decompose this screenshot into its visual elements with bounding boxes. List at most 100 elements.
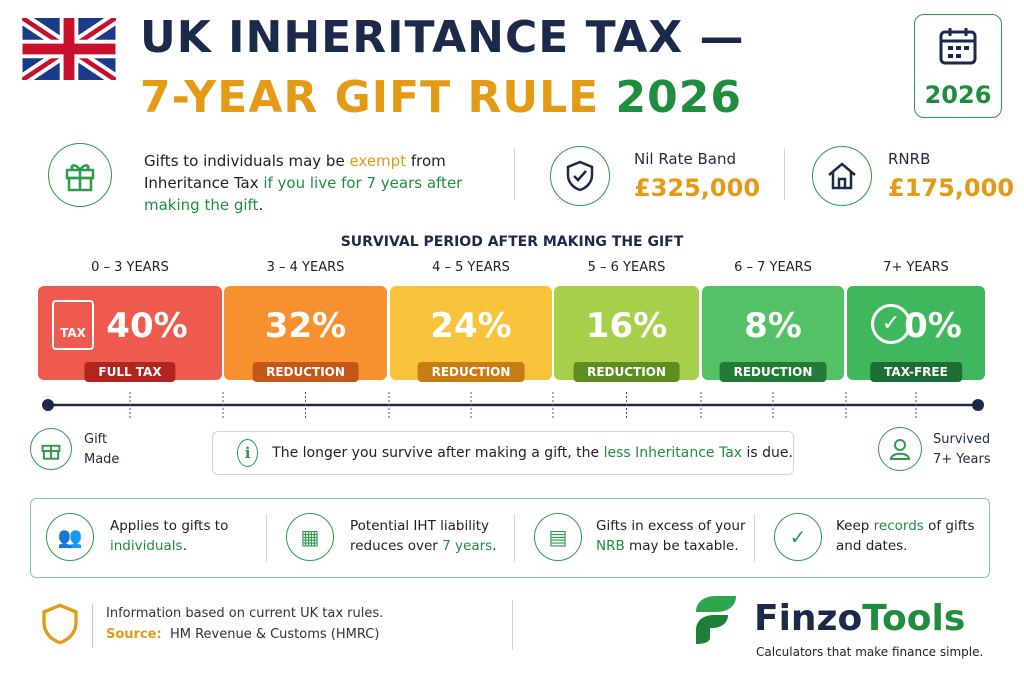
calendar-icon xyxy=(939,28,977,65)
rate: 0% xyxy=(904,306,962,346)
brand-name: FinzoTools xyxy=(754,598,965,639)
text: of gifts and dates. xyxy=(836,518,975,554)
separator xyxy=(512,600,513,650)
rate: 24% xyxy=(430,306,512,346)
title-line2: 7-YEAR GIFT RULE 2026 xyxy=(140,72,742,123)
fact-text: Potential IHT liability reduces over 7 y… xyxy=(350,516,500,556)
fact-text: Applies to gifts to individuals. xyxy=(110,516,260,556)
footer-info: Information based on current UK tax rule… xyxy=(106,606,384,621)
house-icon xyxy=(812,146,872,206)
tag: TAX-FREE xyxy=(870,362,962,382)
period-label: 5 – 6 YEARS xyxy=(587,260,666,275)
brand-logo xyxy=(696,596,736,644)
text: Gifts to individuals may be xyxy=(144,152,350,170)
highlight: 7 years xyxy=(442,538,493,554)
tag: REDUCTION xyxy=(573,362,680,382)
year-badge: 2026 xyxy=(914,14,1002,118)
period-label: 4 – 5 YEARS xyxy=(432,260,510,275)
tag: FULL TAX xyxy=(84,362,176,382)
info-icon: i xyxy=(237,439,259,467)
separator xyxy=(92,604,93,648)
period-label: 0 – 3 YEARS xyxy=(91,260,169,275)
text: 7+ Years xyxy=(933,452,991,467)
nrb-value: £325,000 xyxy=(634,174,761,202)
note: i The longer you survive after making a … xyxy=(212,431,794,475)
text: from Inheritance Tax xyxy=(144,152,446,192)
text: . xyxy=(258,196,264,214)
period-box: 24% REDUCTION xyxy=(390,286,552,382)
brand-part: Tools xyxy=(862,598,966,639)
note-text: The longer you survive after making a gi… xyxy=(272,445,793,461)
text: Keep xyxy=(836,518,874,534)
highlight: records xyxy=(873,518,924,534)
title-year: 2026 xyxy=(615,72,742,123)
fact-text: Keep records of gifts and dates. xyxy=(836,516,986,556)
gift-made-icon xyxy=(30,428,72,470)
rate: 40% xyxy=(106,306,188,346)
tax-icon-text: TAX xyxy=(60,326,86,340)
timeline-axis xyxy=(42,392,984,418)
separator xyxy=(514,148,515,200)
source-label: Source: xyxy=(106,627,162,642)
rnrb-value: £175,000 xyxy=(888,174,1015,202)
footer-source: Source: HM Revenue & Customs (HMRC) xyxy=(106,627,379,642)
badge-year: 2026 xyxy=(924,81,992,109)
text: Survived xyxy=(933,432,991,447)
period-label: 6 – 7 YEARS xyxy=(734,260,812,275)
highlight: exempt xyxy=(349,152,407,170)
fact-icon: ▤ xyxy=(534,513,582,561)
title-part: 7-YEAR GIFT RULE xyxy=(140,72,600,123)
intro-text: Gifts to individuals may be exempt from … xyxy=(144,150,474,216)
shield-icon xyxy=(550,146,610,206)
check-icon: ✓ xyxy=(871,304,911,344)
text: Applies to gifts to xyxy=(110,518,229,534)
period-box: 16% REDUCTION xyxy=(554,286,699,382)
text: Potential IHT liability reduces over xyxy=(350,518,489,554)
source: HM Revenue & Customs (HMRC) xyxy=(169,627,380,642)
separator xyxy=(514,514,515,562)
tax-icon: TAX xyxy=(52,300,94,350)
rate: 32% xyxy=(264,306,347,346)
text: Made xyxy=(84,452,120,467)
period-label: 3 – 4 YEARS xyxy=(266,260,345,275)
rate: 8% xyxy=(744,306,802,346)
nrb-label: Nil Rate Band xyxy=(634,150,736,168)
period-box: 40% TAX FULL TAX xyxy=(38,286,222,382)
fact-icon: 👥 xyxy=(46,513,94,561)
text: Gifts in excess of your xyxy=(596,518,746,534)
highlight: if you live for 7 years after making the… xyxy=(144,174,463,214)
text: . xyxy=(492,538,497,554)
uk-flag xyxy=(22,18,116,80)
tag: REDUCTION xyxy=(252,362,359,382)
gift-icon xyxy=(48,143,112,207)
highlight: individuals xyxy=(110,538,183,554)
timeline-heading: SURVIVAL PERIOD AFTER MAKING THE GIFT xyxy=(340,234,684,250)
text: is due. xyxy=(742,445,793,461)
start-label: Gift Made xyxy=(84,430,119,470)
end-label: Survived 7+ Years xyxy=(933,430,991,470)
separator xyxy=(754,514,755,562)
rate: 16% xyxy=(585,306,668,346)
fact-icon: ✓ xyxy=(774,513,822,561)
facts-box xyxy=(30,498,990,578)
tag: REDUCTION xyxy=(719,362,827,382)
footer-shield xyxy=(42,603,78,645)
period-box: 32% REDUCTION xyxy=(224,286,387,382)
title-line1: UK INHERITANCE TAX — xyxy=(140,12,745,63)
tagline: Calculators that make finance simple. xyxy=(756,645,984,659)
text: may be taxable. xyxy=(624,538,739,554)
period-box: 8% REDUCTION xyxy=(702,286,844,382)
text: . xyxy=(182,538,187,554)
rnrb-label: RNRB xyxy=(888,150,931,168)
text: Gift xyxy=(84,432,108,447)
text: The longer you survive after making a gi… xyxy=(272,445,604,461)
separator xyxy=(784,148,785,200)
period-label: 7+ YEARS xyxy=(883,260,949,275)
tag: REDUCTION xyxy=(417,362,525,382)
fact-icon: ▦ xyxy=(286,513,334,561)
person-icon xyxy=(878,427,922,471)
period-box: 0% ✓ TAX-FREE xyxy=(847,286,985,382)
highlight: less Inheritance Tax xyxy=(603,445,743,461)
fact-text: Gifts in excess of your NRB may be taxab… xyxy=(596,516,746,556)
